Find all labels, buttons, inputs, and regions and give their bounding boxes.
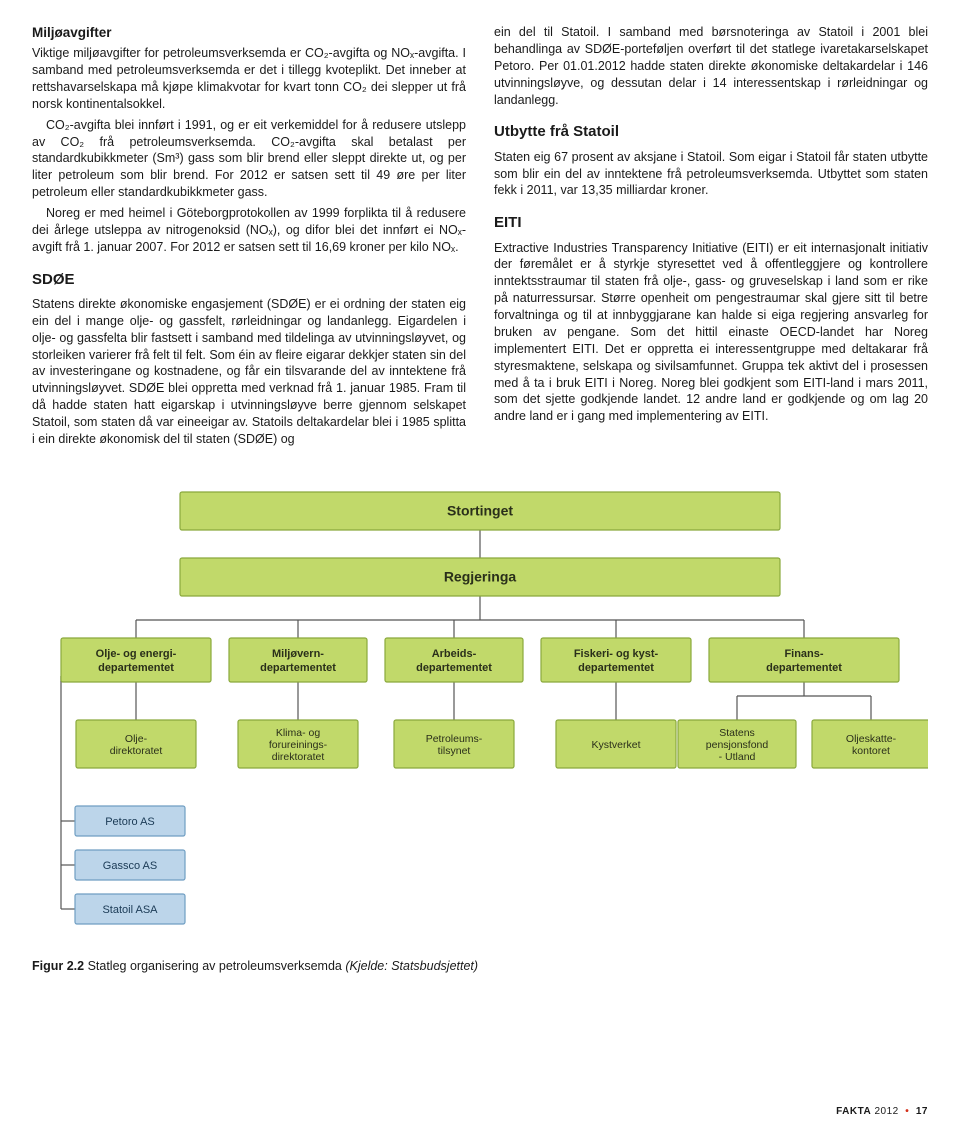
- org-chart: Stortinget Regjeringa Olje- og energi-depa…: [32, 488, 928, 948]
- svg-text:departementet: departementet: [98, 662, 174, 674]
- svg-text:departementet: departementet: [260, 662, 336, 674]
- para-right-3: Extractive Industries Transparency Initi…: [494, 240, 928, 426]
- para-left-3: Noreg er med heimel i Göteborgprotokolle…: [32, 205, 466, 256]
- svg-text:Petoro AS: Petoro AS: [105, 816, 155, 828]
- svg-text:- Utland: - Utland: [719, 751, 756, 763]
- svg-text:Petroleums-: Petroleums-: [426, 733, 483, 745]
- figure-caption: Figur 2.2 Statleg organisering av petrol…: [32, 958, 928, 975]
- para-left-1: Viktige miljøavgifter for petroleumsverk…: [32, 45, 466, 113]
- svg-text:direktoratet: direktoratet: [272, 751, 325, 763]
- right-column: ein del til Statoil. I samband med børsn…: [494, 24, 928, 452]
- para-left-2: CO₂-avgifta blei innført i 1991, og er e…: [32, 117, 466, 201]
- svg-text:kontoret: kontoret: [852, 745, 890, 757]
- svg-text:Gassco AS: Gassco AS: [103, 860, 157, 872]
- svg-text:Kystverket: Kystverket: [591, 739, 640, 751]
- para-right-1: ein del til Statoil. I samband med børsn…: [494, 24, 928, 108]
- svg-text:Oljeskatte-: Oljeskatte-: [846, 733, 897, 745]
- figure-source: (Kjelde: Statsbudsjettet): [345, 959, 478, 973]
- svg-text:Olje- og energi-: Olje- og energi-: [96, 648, 177, 660]
- svg-text:pensjonsfond: pensjonsfond: [706, 739, 769, 751]
- page-footer: FAKTA 2012 • 17: [836, 1105, 928, 1119]
- left-column: Miljøavgifter Viktige miljøavgifter for …: [32, 24, 466, 452]
- footer-dot: •: [905, 1106, 909, 1117]
- svg-text:Statoil ASA: Statoil ASA: [102, 904, 158, 916]
- svg-text:departementet: departementet: [766, 662, 842, 674]
- svg-text:Stortinget: Stortinget: [447, 503, 513, 519]
- para-right-2: Staten eig 67 prosent av aksjane i Stato…: [494, 149, 928, 200]
- svg-text:Olje-: Olje-: [125, 733, 148, 745]
- svg-text:direktoratet: direktoratet: [110, 745, 163, 757]
- svg-text:tilsynet: tilsynet: [438, 745, 471, 757]
- figure-text: Statleg organisering av petroleumsverkse…: [84, 959, 345, 973]
- footer-page: 17: [916, 1106, 928, 1117]
- svg-text:Fiskeri- og kyst-: Fiskeri- og kyst-: [574, 648, 659, 660]
- heading-sdoe: SDØE: [32, 270, 466, 290]
- para-left-4: Statens direkte økonomiske engasjement (…: [32, 296, 466, 448]
- svg-text:Statens: Statens: [719, 727, 755, 739]
- svg-text:Finans-: Finans-: [784, 648, 823, 660]
- svg-text:Miljøvern-: Miljøvern-: [272, 648, 324, 660]
- footer-fakta: FAKTA: [836, 1106, 871, 1117]
- svg-text:departementet: departementet: [578, 662, 654, 674]
- footer-year: 2012: [874, 1106, 898, 1117]
- svg-text:Arbeids-: Arbeids-: [432, 648, 477, 660]
- org-chart-svg: Stortinget Regjeringa Olje- og energi-depa…: [32, 488, 928, 948]
- heading-utbytte: Utbytte frå Statoil: [494, 122, 928, 142]
- figure-label: Figur 2.2: [32, 959, 84, 973]
- svg-text:forureinings-: forureinings-: [269, 739, 328, 751]
- heading-miljoavgifter: Miljøavgifter: [32, 24, 466, 42]
- text-columns: Miljøavgifter Viktige miljøavgifter for …: [32, 24, 928, 452]
- svg-text:Regjeringa: Regjeringa: [444, 569, 517, 585]
- svg-text:departementet: departementet: [416, 662, 492, 674]
- svg-text:Klima- og: Klima- og: [276, 727, 321, 739]
- heading-eiti: EITI: [494, 213, 928, 233]
